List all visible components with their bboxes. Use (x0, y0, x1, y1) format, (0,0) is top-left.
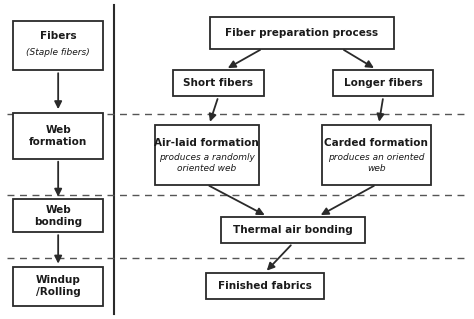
FancyBboxPatch shape (155, 125, 259, 184)
Text: Short fibers: Short fibers (183, 78, 254, 88)
FancyBboxPatch shape (13, 21, 103, 70)
Text: Longer fibers: Longer fibers (344, 78, 423, 88)
Text: Air-laid formation: Air-laid formation (155, 138, 259, 148)
Text: Web
formation: Web formation (29, 125, 87, 147)
Text: Fibers: Fibers (40, 31, 76, 41)
FancyBboxPatch shape (333, 70, 433, 96)
FancyBboxPatch shape (13, 267, 103, 306)
Text: Finished fabrics: Finished fabrics (218, 281, 312, 291)
Text: Thermal air bonding: Thermal air bonding (233, 225, 353, 235)
FancyBboxPatch shape (210, 17, 394, 48)
Text: produces a randomly
oriented web: produces a randomly oriented web (159, 153, 255, 173)
FancyBboxPatch shape (206, 273, 324, 300)
FancyBboxPatch shape (221, 217, 365, 243)
Text: produces an oriented
web: produces an oriented web (328, 153, 425, 173)
Text: Carded formation: Carded formation (324, 138, 428, 148)
FancyBboxPatch shape (173, 70, 264, 96)
FancyBboxPatch shape (322, 125, 431, 184)
FancyBboxPatch shape (13, 199, 103, 232)
Text: Windup
/Rolling: Windup /Rolling (36, 275, 81, 297)
Text: Web
bonding: Web bonding (34, 205, 82, 227)
FancyBboxPatch shape (13, 113, 103, 159)
Text: Fiber preparation process: Fiber preparation process (226, 28, 379, 38)
Text: (Staple fibers): (Staple fibers) (26, 48, 90, 57)
